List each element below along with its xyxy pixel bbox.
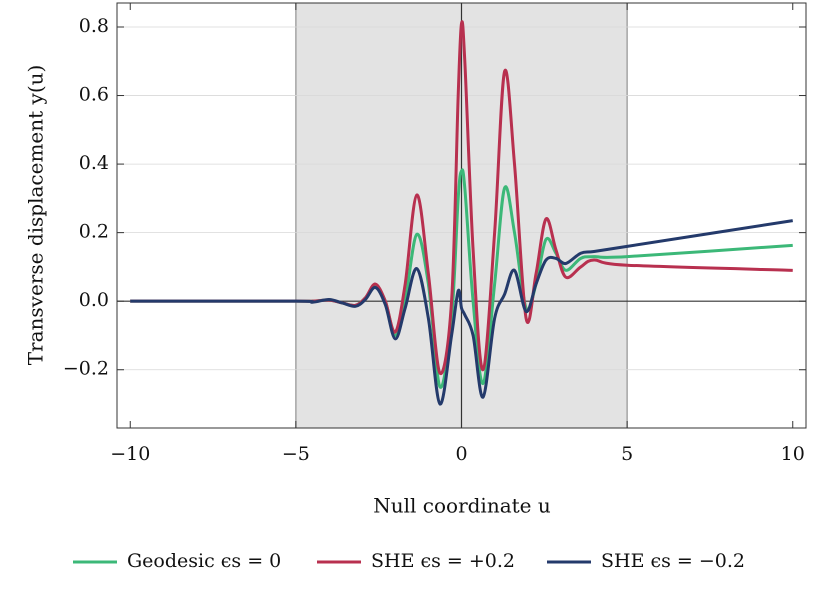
y-tick-label: 0.2 xyxy=(79,221,109,243)
legend-label: SHE ϵs = −0.2 xyxy=(601,550,745,572)
x-axis-label: Null coordinate u xyxy=(373,494,551,518)
legend-label: SHE ϵs = +0.2 xyxy=(371,550,515,572)
y-tick-label: 0.4 xyxy=(79,152,109,174)
x-tick-label: 10 xyxy=(781,443,805,465)
y-tick-label: 0.6 xyxy=(79,84,109,106)
y-tick-label: 0.8 xyxy=(79,15,109,37)
x-tick-label: −10 xyxy=(110,443,150,465)
y-axis-label: Transverse displacement y(u) xyxy=(24,65,48,366)
x-tick-label: −5 xyxy=(282,443,310,465)
x-tick-label: 0 xyxy=(455,443,467,465)
y-tick-label: −0.2 xyxy=(63,358,109,380)
y-tick-label: 0.0 xyxy=(79,289,109,311)
legend-label: Geodesic ϵs = 0 xyxy=(127,550,281,572)
x-tick-label: 5 xyxy=(621,443,633,465)
line-series xyxy=(130,219,793,406)
plot-frame xyxy=(116,2,807,429)
